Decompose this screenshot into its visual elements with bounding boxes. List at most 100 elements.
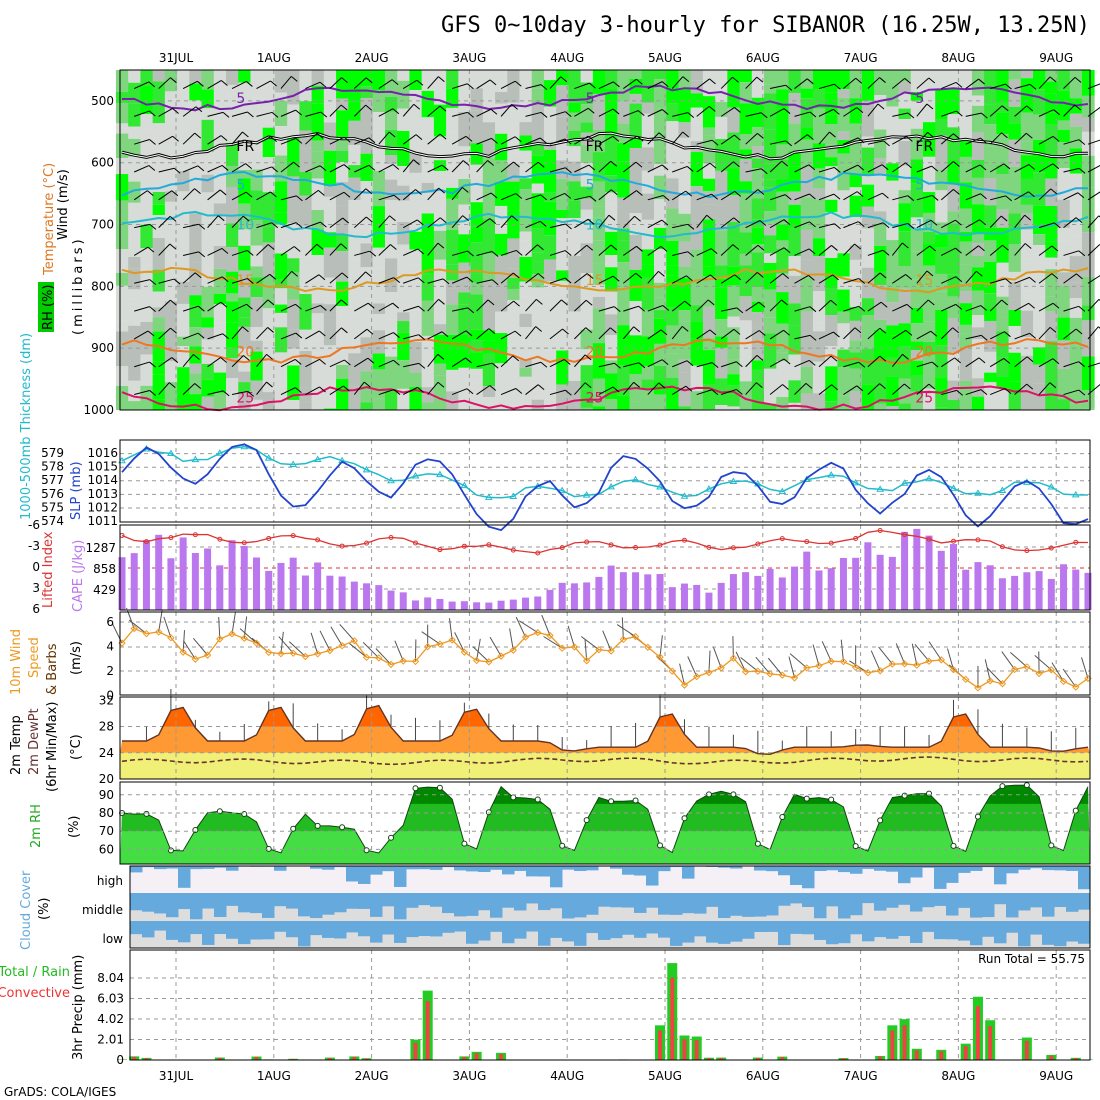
cloud-bar	[706, 921, 719, 943]
wind-barb	[818, 131, 830, 145]
wind-barb	[1038, 222, 1055, 229]
wind-barb-flag	[271, 166, 279, 173]
rh-cell	[238, 114, 251, 146]
wind-barb-10m	[1001, 651, 1016, 670]
rh2m-marker	[436, 784, 443, 791]
contour-label: 25	[915, 391, 933, 407]
wind-barb-flag	[467, 111, 474, 118]
contour-label: 5	[236, 91, 245, 107]
rh-cell	[715, 405, 728, 410]
wind-barb-flag	[808, 248, 816, 255]
wind-barb	[696, 389, 713, 396]
wind-barb-flag	[169, 382, 176, 388]
wind-barb-flag	[613, 81, 620, 88]
rh-cell	[336, 262, 349, 282]
wind-barb	[745, 132, 758, 145]
rh-cell	[1008, 392, 1022, 410]
rh-cell	[1033, 89, 1046, 115]
rh-cell	[837, 165, 851, 191]
wind-barb	[867, 327, 881, 340]
cloud-bar	[862, 893, 875, 904]
wind-barb-flag	[514, 80, 522, 87]
wind-barb	[134, 390, 150, 396]
wind-barb-10m	[788, 656, 796, 679]
wind-barb-flag	[926, 103, 934, 110]
wind-barb-flag	[927, 299, 935, 306]
rh-cell	[213, 246, 227, 269]
wind-barb-flag	[343, 164, 351, 170]
wind-barb-flag	[193, 354, 200, 360]
wind-barb-flag	[343, 136, 351, 143]
rh-cell	[886, 139, 899, 164]
rh-cell	[1057, 129, 1071, 143]
wind-barb-10m	[126, 607, 135, 629]
wind-barb	[525, 298, 537, 312]
rh-cell	[397, 244, 410, 271]
rh-cell	[947, 352, 961, 370]
wind-barb	[867, 249, 884, 256]
rh-cell	[910, 100, 924, 129]
contour-label: 10	[236, 218, 254, 234]
wind-barb	[843, 327, 856, 340]
rh-cell	[812, 331, 826, 362]
cloud-bar	[586, 921, 599, 934]
wind-barb	[500, 161, 514, 173]
wind-barb	[769, 384, 783, 395]
rh-cell	[849, 174, 863, 188]
wind-speed-marker	[277, 650, 285, 658]
rh-cell	[201, 339, 215, 364]
cloud-bar	[202, 893, 215, 909]
wind-speed-marker	[595, 645, 603, 654]
wind-barb	[891, 242, 903, 256]
wind-speed-marker	[130, 624, 138, 633]
contour-label: 5	[236, 177, 245, 193]
wind-barb	[1063, 389, 1080, 396]
rh-cell	[580, 186, 594, 199]
rh-cell	[311, 140, 325, 152]
cloud-bar	[970, 893, 983, 918]
rh-cell	[519, 281, 533, 297]
rh-cell	[592, 93, 606, 130]
wind-barb	[769, 160, 783, 173]
rh-cell	[409, 231, 423, 250]
rh-cell	[666, 121, 679, 143]
rh-cell	[996, 357, 1010, 377]
rh-cell	[372, 303, 386, 315]
wind-barb	[720, 76, 733, 89]
rh-cell	[446, 304, 459, 335]
rh-cell	[1008, 139, 1022, 167]
rh-cell	[739, 70, 753, 83]
wind-barb	[158, 327, 171, 340]
rh-cell	[849, 259, 863, 283]
wind-barb-flag	[1052, 302, 1060, 309]
rh-cell	[177, 121, 190, 146]
wind-barb-flag	[560, 76, 568, 83]
rh-cell	[849, 195, 863, 218]
wind-barb	[965, 219, 980, 229]
rh-cell	[543, 192, 557, 202]
wind-barb-flag	[785, 140, 793, 147]
rh-cell	[323, 356, 337, 388]
wind-barb	[818, 384, 832, 395]
rh-cell	[923, 168, 936, 193]
contour-label: 20	[915, 344, 933, 360]
rh-cell	[898, 231, 912, 267]
cape-bar	[473, 602, 481, 610]
wind-barb	[892, 195, 908, 201]
precip-unit: 3hr Precip (mm)	[71, 955, 86, 1060]
wind-barb-10m	[183, 640, 196, 660]
rh-cell	[1069, 298, 1083, 318]
rh-cell	[274, 253, 288, 280]
wind-barb-flag	[1098, 326, 1100, 329]
wind-barb	[818, 166, 835, 173]
rh-cell	[446, 369, 459, 392]
wind-barb	[892, 383, 905, 395]
rh-cell	[947, 114, 961, 128]
rh-cell	[1008, 166, 1022, 201]
wind-barb-flag	[149, 279, 157, 286]
rh-cell	[605, 254, 618, 268]
rh-cell	[421, 300, 435, 336]
rh-cell	[519, 199, 533, 232]
rh-cell	[666, 103, 679, 122]
rh-cell	[666, 386, 679, 410]
